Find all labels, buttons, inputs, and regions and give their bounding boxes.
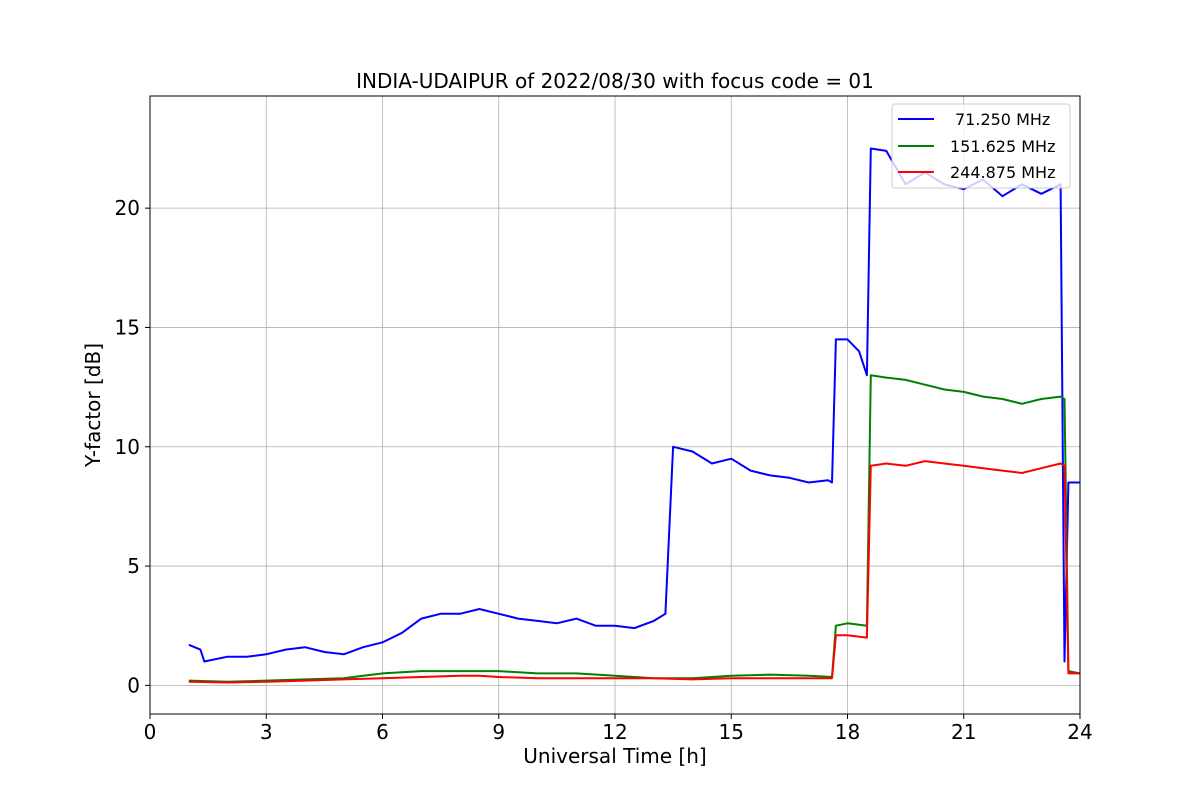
x-tick-label: 21 — [951, 720, 976, 744]
x-tick-label: 3 — [260, 720, 273, 744]
chart-title: INDIA-UDAIPUR of 2022/08/30 with focus c… — [356, 69, 874, 93]
y-tick-label: 15 — [115, 315, 140, 339]
x-tick-label: 9 — [492, 720, 505, 744]
x-axis-label: Universal Time [h] — [523, 744, 706, 768]
legend-label-71mhz: 71.250 MHz — [955, 110, 1050, 129]
series-line-2 — [188, 460, 1080, 684]
x-tick-label: 12 — [602, 720, 627, 744]
x-tick-label: 0 — [144, 720, 157, 744]
x-tick-label: 18 — [835, 720, 860, 744]
y-axis-label: Y-factor [dB] — [81, 343, 105, 468]
series-line-1 — [188, 374, 1081, 683]
y-tick-label: 0 — [127, 673, 140, 697]
x-tick-label: 24 — [1067, 720, 1092, 744]
ticks: 0 3 6 9 12 15 18 21 24 0 5 10 15 20 — [115, 196, 1093, 744]
x-tick-label: 15 — [719, 720, 744, 744]
legend-label-151mhz: 151.625 MHz — [950, 137, 1055, 156]
legend-box — [891, 103, 1071, 189]
y-tick-label: 10 — [115, 435, 140, 459]
legend-label-244mhz: 244.875 MHz — [950, 163, 1055, 182]
y-tick-label: 5 — [127, 554, 140, 578]
y-tick-label: 20 — [115, 196, 140, 220]
legend: 71.250 MHz 151.625 MHz 244.875 MHz — [891, 103, 1071, 189]
x-tick-label: 6 — [376, 720, 389, 744]
